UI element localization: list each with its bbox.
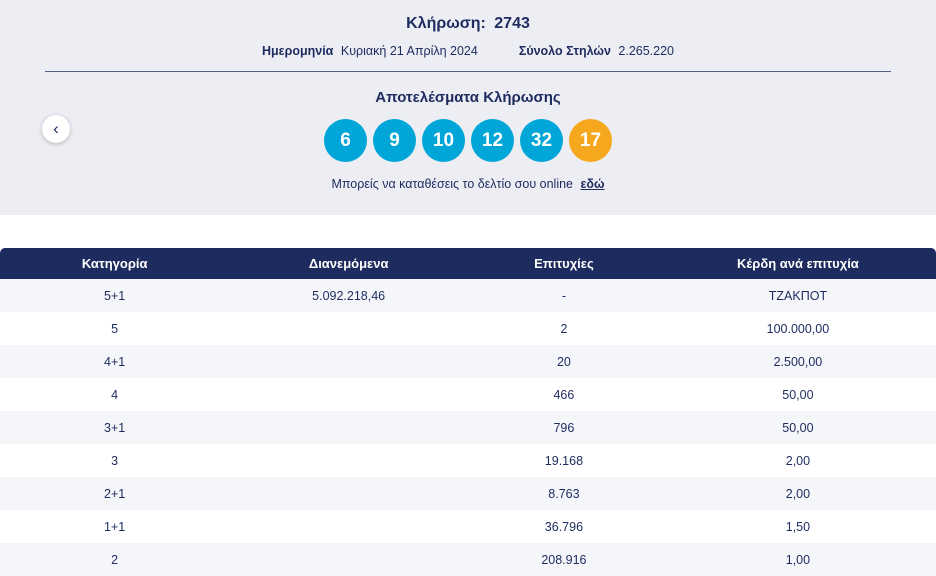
cell-prize: 100.000,00 bbox=[766, 321, 830, 336]
cell-category: 3 bbox=[111, 453, 119, 468]
hero-divider bbox=[45, 71, 891, 72]
table-row: 3+1 796 50,00 bbox=[0, 411, 936, 444]
header-category: Κατηγορία bbox=[0, 248, 230, 279]
cell-category: 2 bbox=[111, 552, 119, 567]
cell-distributed bbox=[229, 345, 468, 378]
cell-category: 3+1 bbox=[104, 420, 126, 435]
draw-meta: Ημερομηνία Κυριακή 21 Απρίλη 2024 Σύνολο… bbox=[0, 44, 936, 58]
cell-prize: 50,00 bbox=[782, 420, 814, 435]
cell-prize: 1,00 bbox=[785, 552, 811, 567]
cell-winners: 19.168 bbox=[544, 453, 584, 468]
number-ball: 6 bbox=[324, 119, 367, 162]
cell-category: 2+1 bbox=[104, 486, 126, 501]
prize-table: Κατηγορία Διανεμόμενα Επιτυχίες Κέρδη αν… bbox=[0, 248, 936, 576]
table-row: 1+1 36.796 1,50 bbox=[0, 510, 936, 543]
cell-prize: 2,00 bbox=[785, 453, 811, 468]
cell-winners: 36.796 bbox=[544, 519, 584, 534]
cell-distributed bbox=[229, 411, 468, 444]
columns-label: Σύνολο Στηλών bbox=[518, 44, 611, 58]
number-ball: 9 bbox=[373, 119, 416, 162]
cell-category: 4+1 bbox=[104, 354, 126, 369]
cell-distributed bbox=[229, 510, 468, 543]
cell-distributed: 5.092.218,46 bbox=[312, 288, 386, 303]
cell-winners: 466 bbox=[553, 387, 575, 402]
cell-distributed bbox=[229, 477, 468, 510]
cell-category: 1+1 bbox=[104, 519, 126, 534]
draw-label: Κλήρωση: bbox=[406, 15, 486, 32]
cell-distributed bbox=[229, 444, 468, 477]
cell-category: 5+1 bbox=[104, 288, 126, 303]
number-ball: 12 bbox=[471, 119, 514, 162]
table-row: 4 466 50,00 bbox=[0, 378, 936, 411]
table-row: 4+1 20 2.500,00 bbox=[0, 345, 936, 378]
cell-winners: 796 bbox=[553, 420, 575, 435]
cell-prize: 50,00 bbox=[782, 387, 814, 402]
cell-winners: - bbox=[561, 288, 566, 303]
table-header-row: Κατηγορία Διανεμόμενα Επιτυχίες Κέρδη αν… bbox=[0, 248, 936, 279]
cell-category: 5 bbox=[111, 321, 119, 336]
table-row: 2+1 8.763 2,00 bbox=[0, 477, 936, 510]
columns-value: 2.265.220 bbox=[618, 44, 674, 58]
table-row: 5 2 100.000,00 bbox=[0, 312, 936, 345]
cell-winners: 2 bbox=[560, 321, 568, 336]
date-label: Ημερομηνία bbox=[262, 44, 334, 58]
number-ball: 32 bbox=[520, 119, 563, 162]
previous-draw-button[interactable]: ‹ bbox=[42, 115, 70, 143]
date-value: Κυριακή 21 Απρίλη 2024 bbox=[340, 44, 478, 58]
cell-prize: 2.500,00 bbox=[773, 354, 823, 369]
number-ball: 10 bbox=[422, 119, 465, 162]
cta-link[interactable]: εδώ bbox=[580, 177, 605, 191]
header-distributed: Διανεμόμενα bbox=[229, 248, 468, 279]
header-winners: Επιτυχίες bbox=[467, 248, 660, 279]
cell-winners: 8.763 bbox=[548, 486, 580, 501]
cta-text: Μπορείς να καταθέσεις το δελτίο σου onli… bbox=[331, 177, 573, 191]
cell-category: 4 bbox=[111, 387, 119, 402]
cell-distributed bbox=[229, 378, 468, 411]
winning-numbers: 6 9 10 12 32 17 bbox=[0, 119, 936, 162]
cell-distributed bbox=[229, 543, 468, 576]
results-title: Αποτελέσματα Κλήρωσης bbox=[375, 89, 561, 106]
table-row: 2 208.916 1,00 bbox=[0, 543, 936, 576]
cell-prize: 1,50 bbox=[785, 519, 811, 534]
cell-distributed bbox=[229, 312, 468, 345]
draw-title: Κλήρωση: 2743 bbox=[0, 15, 936, 33]
draw-number: 2743 bbox=[494, 15, 530, 32]
cell-prize: 2,00 bbox=[785, 486, 811, 501]
cell-winners: 208.916 bbox=[541, 552, 587, 567]
prize-table-section: Κατηγορία Διανεμόμενα Επιτυχίες Κέρδη αν… bbox=[0, 248, 936, 576]
table-row: 3 19.168 2,00 bbox=[0, 444, 936, 477]
chevron-left-icon: ‹ bbox=[53, 118, 59, 138]
draw-results-panel: ‹ Κλήρωση: 2743 Ημερομηνία Κυριακή 21 Απ… bbox=[0, 0, 936, 215]
header-prize: Κέρδη ανά επιτυχία bbox=[659, 248, 936, 279]
online-cta: Μπορείς να καταθέσεις το δελτίο σου onli… bbox=[0, 177, 936, 191]
cell-winners: 20 bbox=[556, 354, 571, 369]
table-row: 5+1 5.092.218,46 - ΤΖΑΚΠΟΤ bbox=[0, 279, 936, 312]
cell-prize: ΤΖΑΚΠΟΤ bbox=[768, 288, 828, 303]
joker-ball: 17 bbox=[569, 119, 612, 162]
